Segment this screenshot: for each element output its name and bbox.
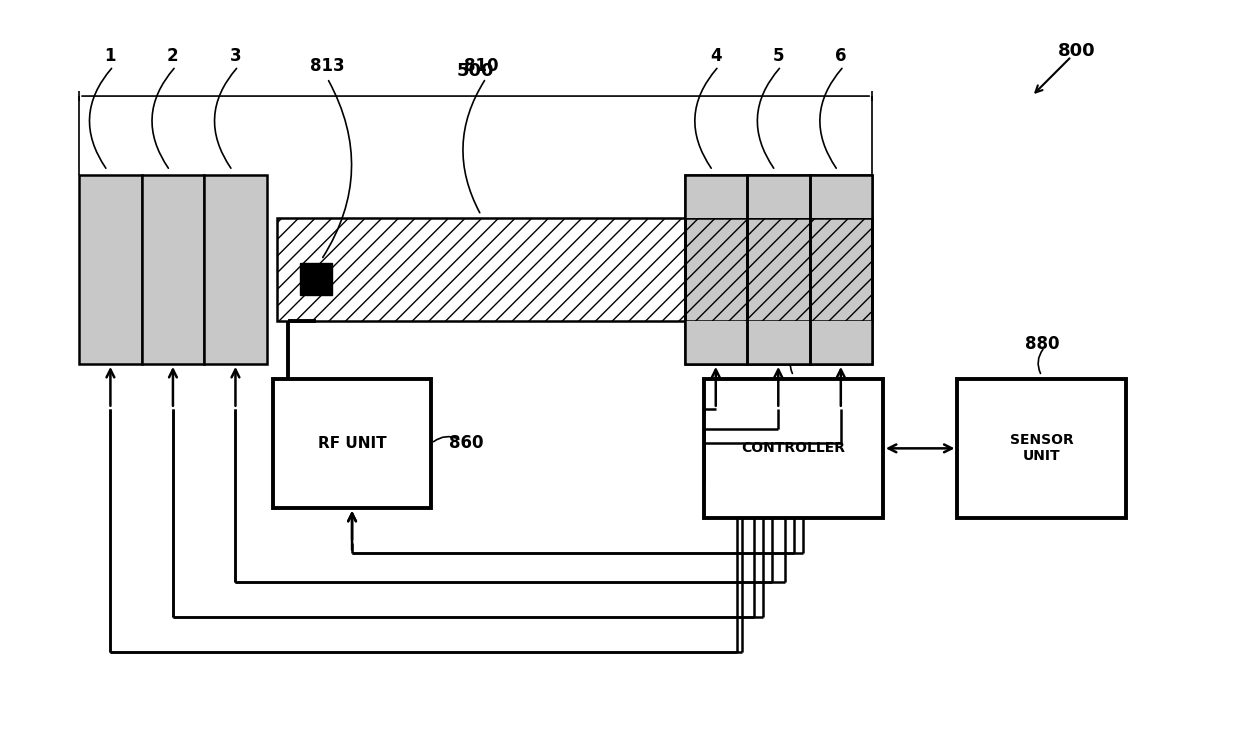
Bar [746,176,810,364]
Text: 500: 500 [456,62,495,80]
Text: 880: 880 [1024,335,1059,353]
Bar [746,176,810,218]
Bar [810,176,872,364]
Bar [684,176,746,364]
Text: 4: 4 [711,47,722,66]
Bar [810,176,872,218]
Text: 5: 5 [773,47,784,66]
Text: CONTROLLER: CONTROLLER [742,441,846,456]
Bar [746,321,810,364]
Bar [300,262,332,295]
Bar [205,176,267,364]
Bar [79,176,141,364]
Bar [273,379,432,508]
Text: 870: 870 [776,335,811,353]
Text: SENSOR
UNIT: SENSOR UNIT [1009,433,1074,464]
Text: 813: 813 [310,58,345,75]
Text: 810: 810 [464,58,498,75]
Bar [957,379,1126,518]
Text: RF UNIT: RF UNIT [317,436,387,451]
Text: 800: 800 [1058,42,1095,61]
Text: 860: 860 [449,434,484,453]
Bar [684,218,872,321]
Bar [684,176,746,218]
Bar [141,176,205,364]
Text: 2: 2 [167,47,179,66]
Text: 3: 3 [229,47,242,66]
Text: 6: 6 [835,47,847,66]
Bar [704,379,883,518]
Bar [277,218,684,321]
Text: 1: 1 [104,47,117,66]
Bar [746,176,810,364]
Bar [810,176,872,364]
Bar [684,176,746,364]
Bar [684,321,746,364]
Bar [810,321,872,364]
